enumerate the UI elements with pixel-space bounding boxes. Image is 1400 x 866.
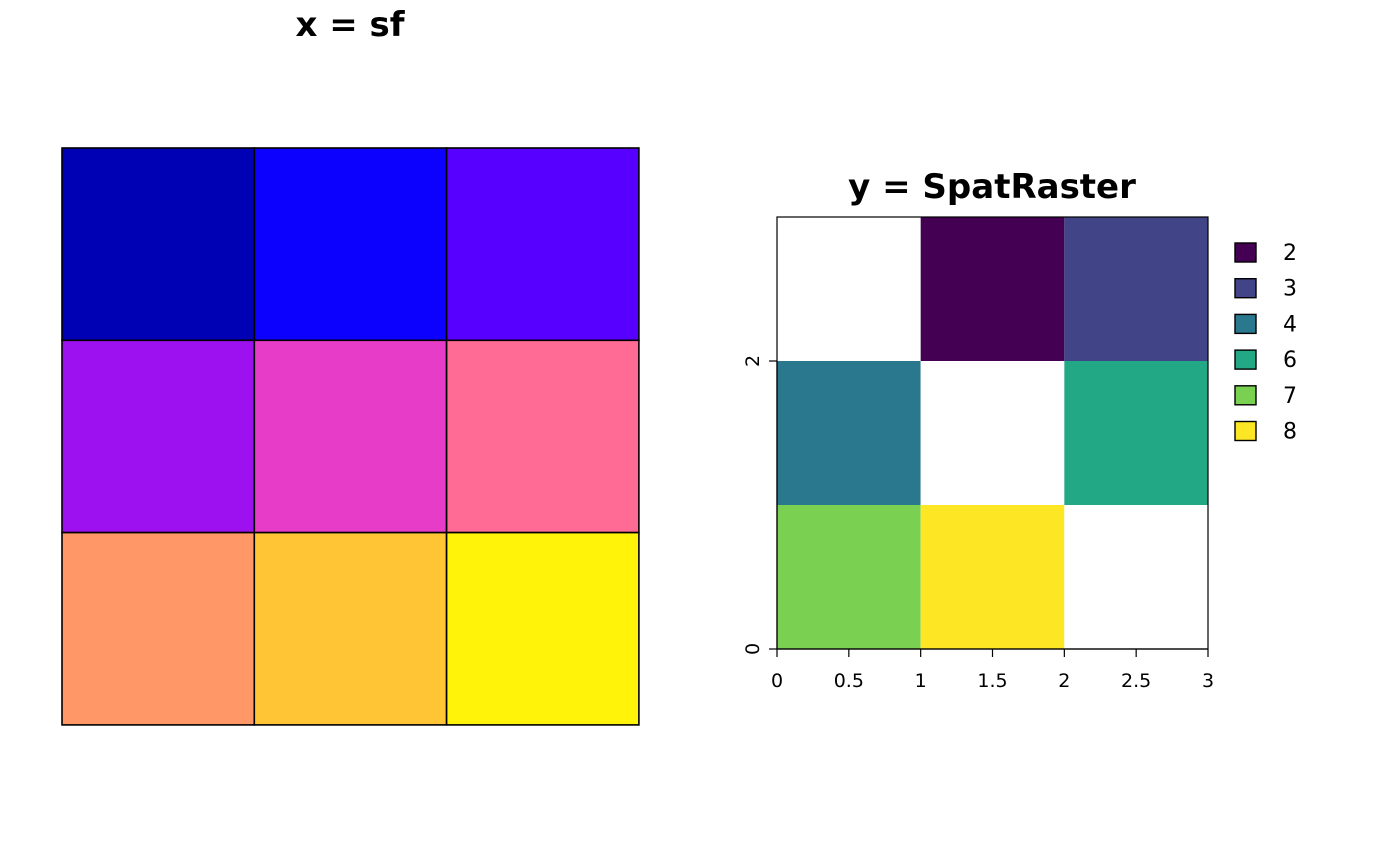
sf-title: x = sf <box>295 5 405 45</box>
x-tick-label: 3 <box>1202 670 1214 692</box>
legend-label: 6 <box>1283 348 1297 373</box>
legend-label: 3 <box>1283 277 1297 302</box>
sf-cell <box>445 147 640 342</box>
raster-cell <box>920 361 1065 505</box>
x-tick-label: 1.5 <box>977 670 1007 692</box>
legend-swatch <box>1234 278 1257 299</box>
legend-swatch <box>1234 313 1257 335</box>
sf-cell <box>253 531 448 726</box>
x-tick-label: 1 <box>915 670 927 692</box>
sf-cell <box>445 339 640 534</box>
legend-swatch <box>1234 242 1257 263</box>
raster-cell <box>777 505 921 649</box>
raster-grid <box>777 217 1208 649</box>
legend-swatch <box>1234 349 1257 370</box>
legend-swatch <box>1234 385 1257 406</box>
x-axis: 0 0.5 1 1.5 2 2.5 3 <box>771 648 1214 692</box>
x-tick-label: 2.5 <box>1121 670 1151 692</box>
x-tick-label: 0 <box>771 670 783 692</box>
raster-cell <box>1064 361 1208 505</box>
y-tick-label: 2 <box>742 355 764 367</box>
legend-label: 7 <box>1283 384 1297 409</box>
legend: 2 3 4 6 7 8 <box>1234 241 1297 445</box>
x-tick-label: 0.5 <box>834 670 864 692</box>
raster-cell <box>1064 217 1208 361</box>
raster-cell <box>920 505 1065 649</box>
sf-cell <box>253 339 448 534</box>
legend-label: 4 <box>1283 312 1297 337</box>
x-tick-label: 2 <box>1058 670 1070 692</box>
raster-cell <box>1064 505 1208 649</box>
legend-label: 8 <box>1283 420 1297 445</box>
raster-cell <box>777 361 921 505</box>
sf-cell <box>61 339 256 534</box>
y-axis: 02 <box>742 355 778 655</box>
raster-title: y = SpatRaster <box>848 167 1136 207</box>
legend-swatch <box>1234 420 1257 442</box>
legend-label: 2 <box>1283 241 1297 266</box>
sf-cell <box>61 147 256 342</box>
sf-cell <box>61 531 256 726</box>
sf-cell <box>445 531 640 726</box>
raster-cell <box>777 217 921 361</box>
sf-cell <box>253 147 448 342</box>
y-tick-label: 0 <box>742 643 764 655</box>
sf-grid <box>61 147 640 726</box>
panel-sf: x = sf <box>61 5 640 726</box>
raster-cell <box>920 217 1065 361</box>
